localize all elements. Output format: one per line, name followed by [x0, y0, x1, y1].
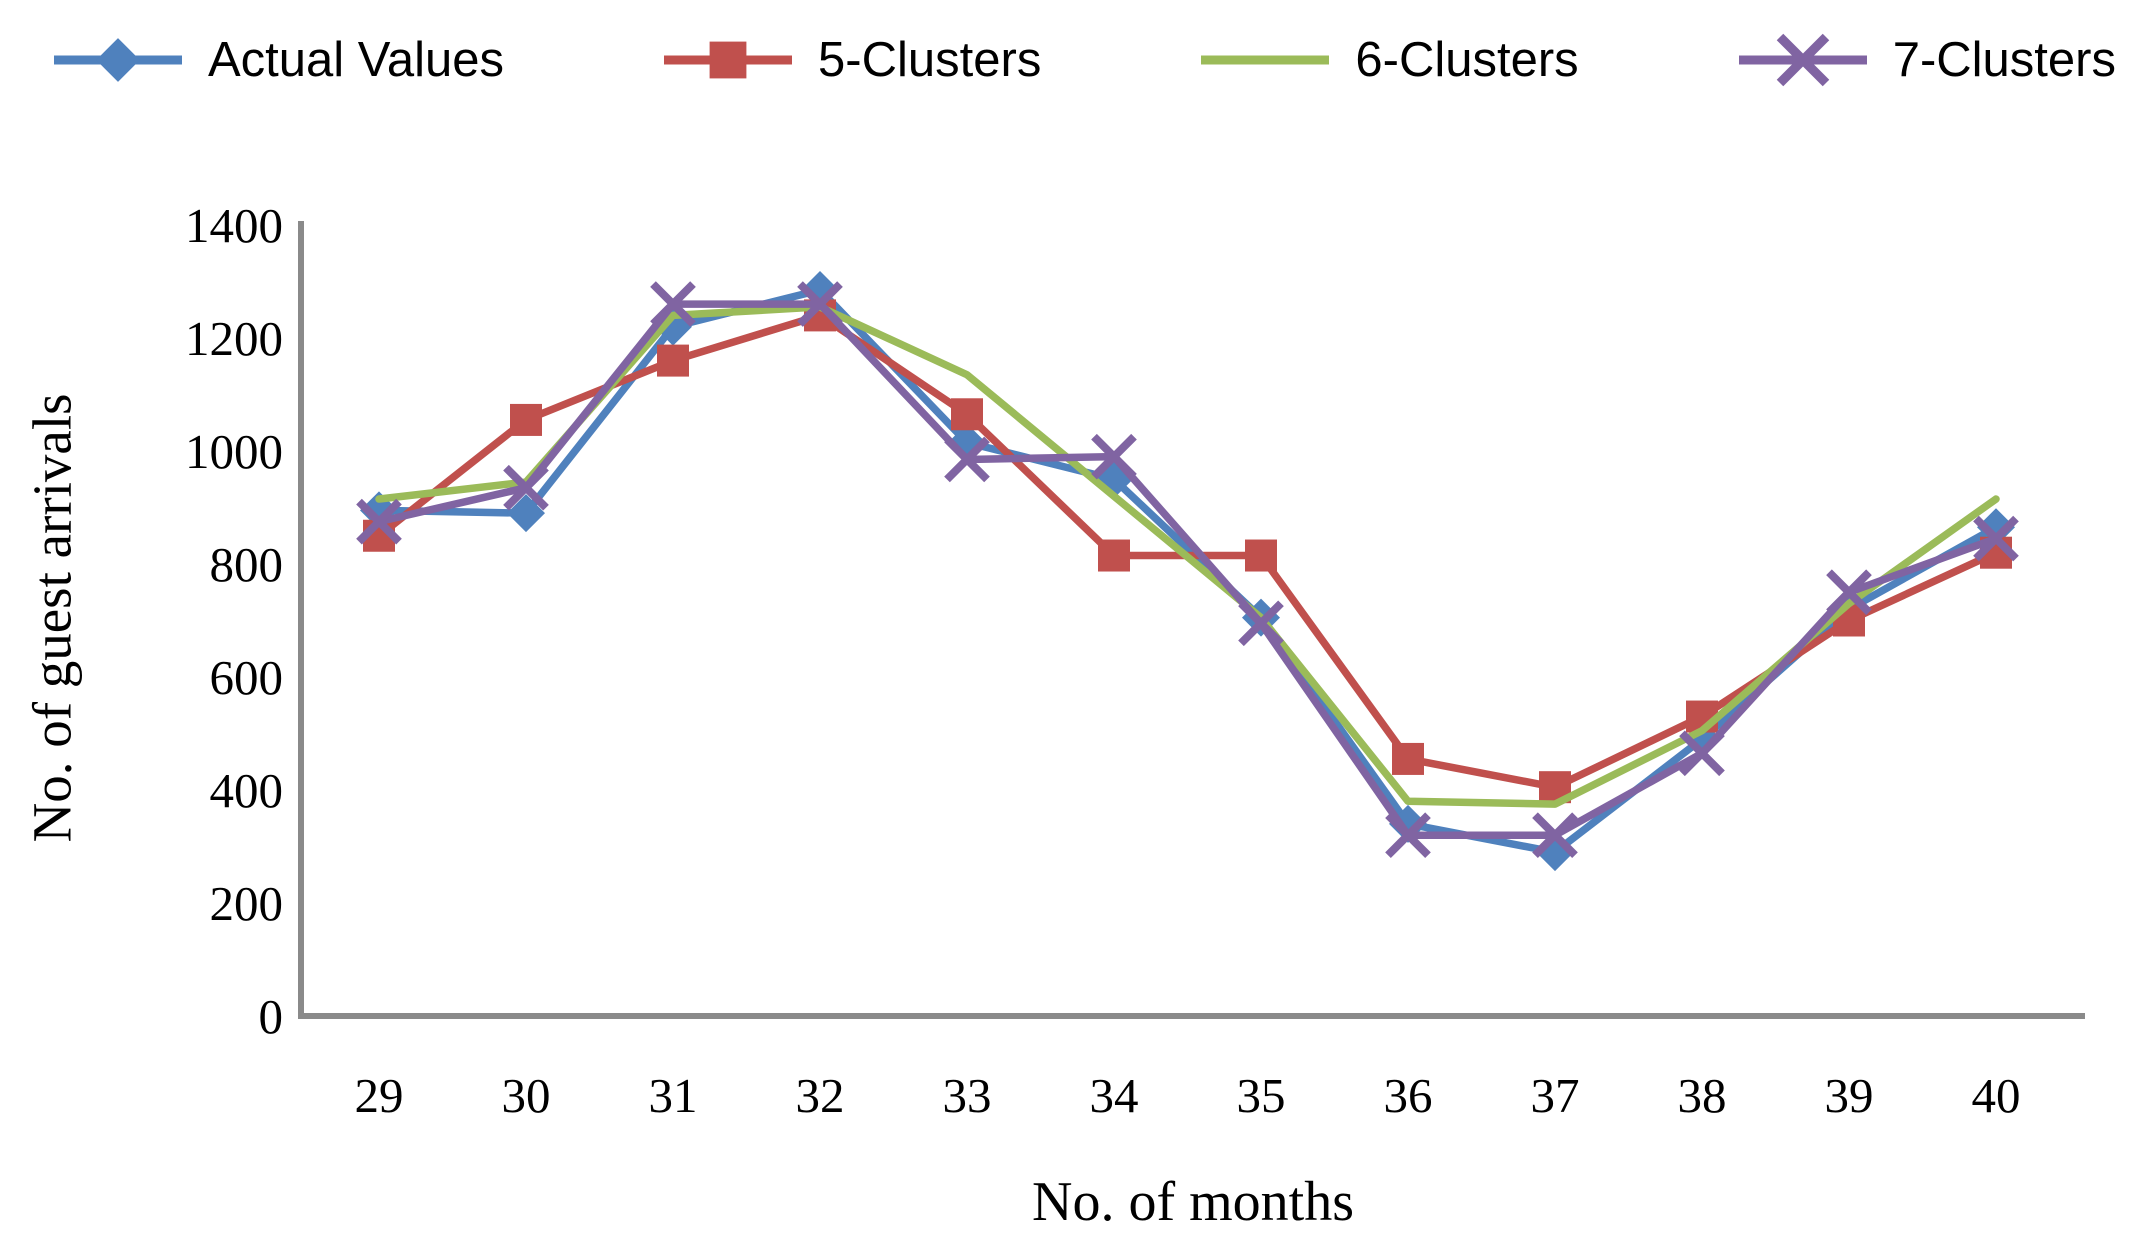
square-marker-icon — [657, 344, 689, 377]
legend-item-6-clusters: 6-Clusters — [1199, 24, 1579, 96]
x-axis-title: No. of months — [1032, 1171, 1354, 1233]
x-tick-label: 35 — [1237, 1068, 1286, 1123]
chart-legend: Actual Values 5-Clusters 6-Clusters 7-Cl… — [52, 10, 2116, 110]
legend-item-7-clusters: 7-Clusters — [1737, 24, 2116, 96]
square-marker-icon — [1098, 539, 1130, 572]
y-tick-label: 1200 — [185, 311, 283, 366]
series-line-6-clusters — [375, 303, 2000, 808]
legend-marker-x-icon — [1738, 33, 1867, 87]
legend-label: 5-Clusters — [818, 32, 1042, 87]
x-tick-label: 40 — [1972, 1068, 2021, 1123]
x-tick-label: 38 — [1678, 1068, 1727, 1123]
x-tick-label: 33 — [943, 1068, 992, 1123]
y-axis-title: No. of guest arrivals — [21, 393, 83, 843]
y-tick-label: 400 — [210, 763, 284, 818]
y-tick-label: 1400 — [185, 198, 283, 253]
x-marker-icon — [650, 281, 696, 327]
x-marker-icon — [1091, 433, 1137, 480]
series-line-7-clusters — [375, 300, 2000, 839]
diamond-marker-icon — [96, 38, 140, 82]
x-marker-icon — [1532, 812, 1578, 859]
legend-label: 7-Clusters — [1892, 32, 2116, 87]
square-marker-icon — [510, 403, 542, 436]
square-marker-icon — [709, 41, 747, 79]
x-marker-icon — [944, 436, 990, 483]
x-tick-label: 32 — [796, 1068, 845, 1123]
x-tick-label: 39 — [1825, 1068, 1874, 1123]
legend-marker-line-icon — [1201, 55, 1330, 65]
x-marker-icon — [503, 464, 549, 511]
x-marker-icon — [1238, 600, 1284, 647]
legend-item-5-clusters: 5-Clusters — [662, 24, 1041, 96]
square-marker-icon — [1392, 742, 1424, 775]
square-marker-icon — [951, 398, 983, 431]
legend-label: Actual Values — [208, 32, 504, 87]
diamond-marker-icon — [507, 494, 545, 533]
legend-item-actual-values: Actual Values — [52, 24, 504, 96]
x-tick-label: 31 — [649, 1068, 698, 1123]
legend-label: 6-Clusters — [1355, 32, 1579, 87]
x-tick-label: 30 — [502, 1068, 551, 1123]
x-marker-icon — [356, 498, 402, 545]
x-marker-icon — [797, 281, 843, 327]
x-marker-icon — [1679, 730, 1725, 777]
x-marker-icon — [1385, 812, 1431, 859]
y-tick-label: 800 — [210, 537, 284, 592]
x-tick-label: 34 — [1090, 1068, 1139, 1123]
legend-marker-diamond-icon — [54, 38, 182, 82]
legend-marker-square-icon — [664, 41, 793, 79]
x-tick-label: 29 — [355, 1068, 404, 1123]
x-tick-label: 37 — [1531, 1068, 1580, 1123]
y-tick-label: 600 — [210, 650, 284, 705]
y-tick-label: 1000 — [185, 424, 283, 479]
x-marker-icon — [1776, 33, 1829, 87]
x-tick-label: 36 — [1384, 1068, 1433, 1123]
x-marker-icon — [1826, 569, 1872, 616]
y-tick-label: 200 — [210, 876, 284, 931]
x-marker-icon — [1973, 515, 2019, 562]
y-tick-label: 0 — [259, 989, 284, 1044]
series-line-actual-values — [375, 286, 2000, 856]
square-marker-icon — [1245, 539, 1277, 572]
